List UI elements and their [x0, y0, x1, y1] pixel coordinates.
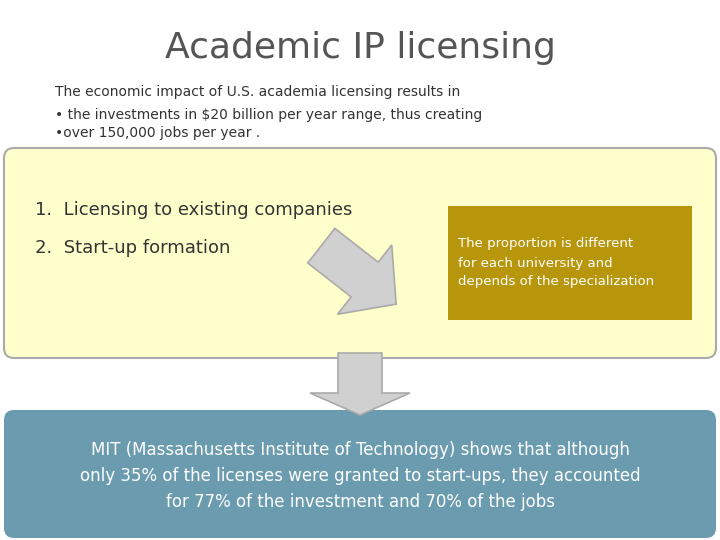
Text: 1.  Licensing to existing companies: 1. Licensing to existing companies: [35, 201, 352, 219]
Text: The proportion is different
for each university and
depends of the specializatio: The proportion is different for each uni…: [458, 238, 654, 288]
Polygon shape: [310, 353, 410, 415]
Text: The economic impact of U.S. academia licensing results in: The economic impact of U.S. academia lic…: [55, 85, 460, 99]
FancyBboxPatch shape: [4, 410, 716, 538]
Text: •over 150,000 jobs per year .: •over 150,000 jobs per year .: [55, 126, 260, 140]
Text: • the investments in $20 billion per year range, thus creating: • the investments in $20 billion per yea…: [55, 108, 482, 122]
Text: Academic IP licensing: Academic IP licensing: [165, 31, 555, 65]
Polygon shape: [307, 228, 396, 314]
FancyBboxPatch shape: [4, 148, 716, 358]
Text: MIT (Massachusetts Institute of Technology) shows that although
only 35% of the : MIT (Massachusetts Institute of Technolo…: [80, 441, 640, 511]
FancyBboxPatch shape: [448, 206, 692, 320]
Text: 2.  Start-up formation: 2. Start-up formation: [35, 239, 230, 257]
